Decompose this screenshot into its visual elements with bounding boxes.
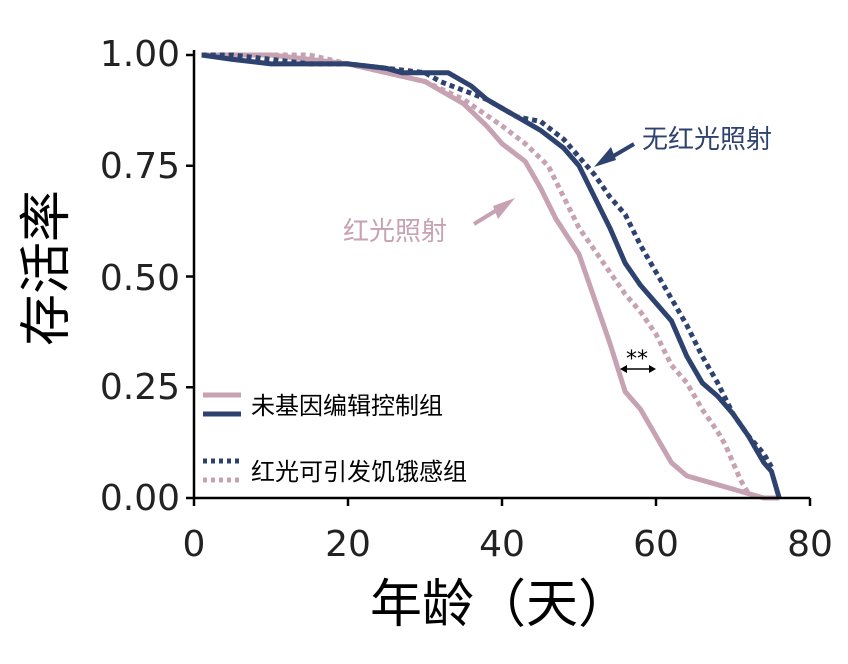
series-line-navy-solid [201,52,782,499]
legend-label-solid: 未基因编辑控制组 [251,392,443,420]
x-axis-title: 年龄（天） [370,575,630,635]
y-tick-label: 0.75 [100,146,180,187]
no-light-annotation: 无红光照射 [642,125,772,155]
x-tick-label: 40 [479,524,525,565]
y-tick-label: 0.25 [100,367,180,408]
no-light-arrow [594,142,636,167]
series-line-pink-solid [201,52,780,501]
y-axis-title: 存活率 [17,190,77,346]
x-tick-label: 20 [325,524,371,565]
legend: 未基因编辑控制组 红光可引发饥饿感组 [203,392,467,486]
y-tick-label: 1.00 [100,34,180,75]
series-layer [201,52,782,501]
significance-label: ** [626,347,648,372]
x-tick-label: 0 [183,524,206,565]
light-arrow [472,198,515,226]
tick-layer [186,53,812,506]
x-tick-label: 60 [633,524,679,565]
y-tick-label: 0.50 [100,258,180,299]
y-tick-label: 0.00 [100,478,180,519]
significance-arrow [620,365,656,373]
light-annotation: 红光照射 [343,217,447,247]
legend-label-dotted: 红光可引发饥饿感组 [251,458,467,486]
x-tick-label: 80 [787,524,833,565]
series-line-pink-dotted [201,52,751,495]
